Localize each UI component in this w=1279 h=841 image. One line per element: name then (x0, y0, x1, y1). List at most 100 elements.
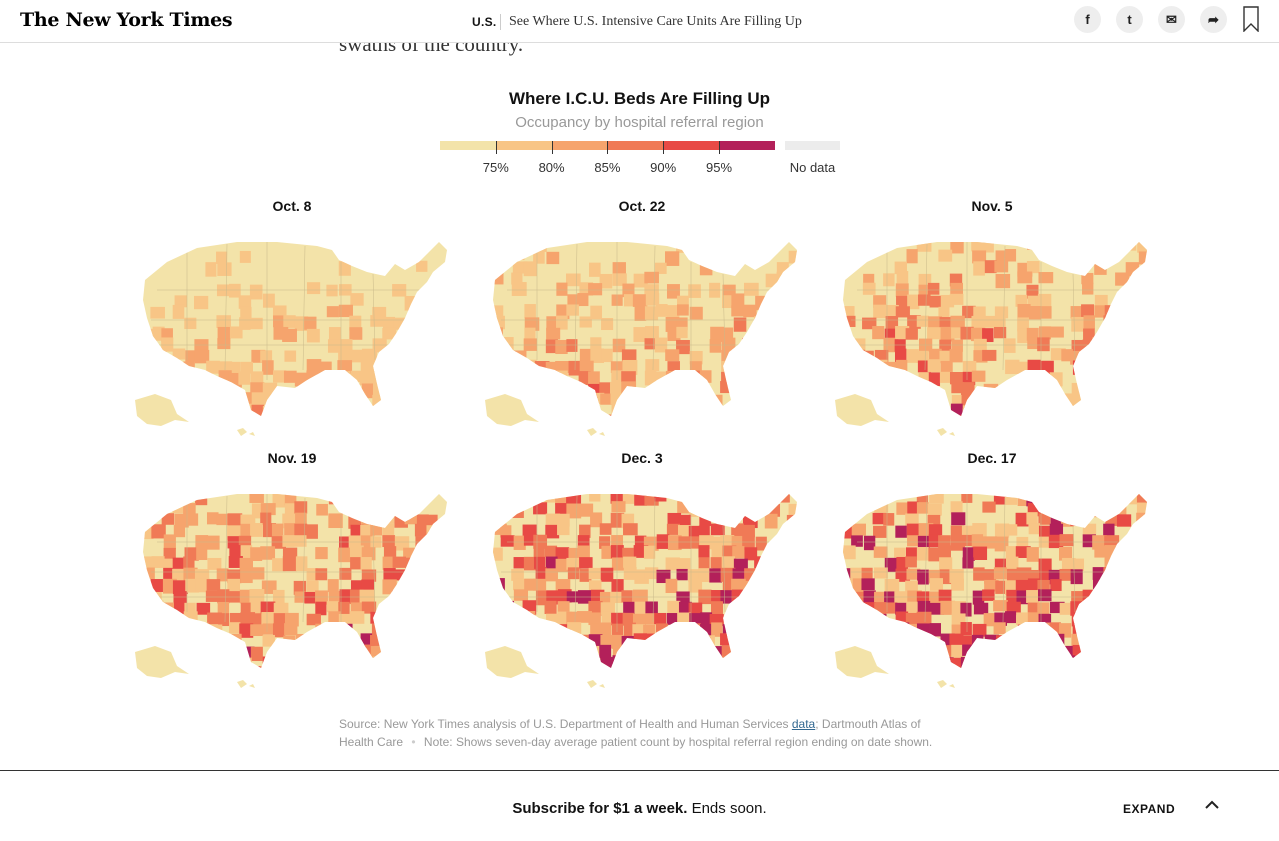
hrr-region (918, 294, 931, 306)
hrr-region (294, 372, 309, 387)
hrr-region (404, 372, 418, 385)
hrr-region (370, 634, 382, 646)
hrr-region (293, 394, 309, 409)
hrr-region (327, 646, 343, 662)
hrr-region (938, 249, 953, 262)
hrr-region (493, 305, 504, 321)
hrr-region (710, 523, 725, 536)
hrr-region (350, 370, 365, 383)
hrr-region (437, 646, 447, 659)
hrr-region (1070, 306, 1083, 319)
hrr-region (1038, 326, 1052, 340)
hrr-region (1103, 655, 1115, 667)
facebook-icon[interactable]: f (1074, 6, 1101, 33)
email-icon[interactable]: ✉ (1158, 6, 1185, 33)
hrr-region (512, 494, 525, 503)
hrr-region (676, 568, 688, 581)
hrr-region (676, 326, 688, 339)
hrr-region (404, 657, 416, 668)
hrr-region (493, 381, 505, 394)
hrr-region (250, 624, 264, 637)
hrr-region (348, 349, 364, 363)
hrr-region (448, 329, 457, 343)
hrr-region (206, 512, 219, 525)
hrr-region (776, 262, 789, 276)
hrr-region (1092, 381, 1106, 394)
hrr-region (777, 645, 792, 659)
hrr-region (884, 635, 898, 650)
hrr-region (788, 646, 797, 659)
hrr-region (240, 514, 256, 526)
chevron-up-icon[interactable] (1204, 797, 1220, 813)
hrr-region (623, 394, 637, 407)
hrr-region (414, 667, 426, 668)
hrr-region (338, 304, 353, 318)
hrr-region (1050, 326, 1064, 338)
subscribe-text[interactable]: Subscribe for $1 a week. Ends soon. (0, 800, 1279, 817)
hrr-region (316, 645, 328, 657)
hrr-region (894, 339, 906, 352)
hrr-region (905, 403, 919, 416)
hrr-region (798, 493, 807, 507)
hrr-region (993, 315, 1006, 330)
hrr-region (1104, 602, 1119, 617)
expand-button[interactable]: EXPAND (1123, 802, 1176, 816)
hrr-region (339, 536, 351, 552)
hrr-region (644, 271, 659, 284)
hrr-region (425, 612, 439, 627)
hrr-region (427, 569, 440, 582)
hrr-region (883, 273, 895, 287)
share-icon[interactable]: ➦ (1200, 6, 1227, 33)
hrr-region (743, 580, 757, 594)
legend-tick-label: 85% (594, 160, 621, 175)
hrr-region (240, 306, 252, 320)
hrr-region (916, 623, 930, 638)
hrr-region (239, 392, 253, 404)
hrr-region (711, 667, 726, 668)
hrr-region (720, 381, 732, 394)
hrr-region (676, 317, 688, 331)
hrr-region (1006, 589, 1019, 603)
bookmark-icon[interactable] (1243, 6, 1259, 32)
nyt-logo[interactable]: The New York Times (20, 9, 233, 31)
hrr-region (1126, 392, 1141, 407)
hrr-region (1026, 327, 1039, 341)
hrr-region (383, 546, 397, 560)
hrr-region (197, 668, 209, 680)
hrr-region (777, 494, 790, 503)
us-map (835, 494, 1147, 688)
hrr-region (425, 306, 440, 321)
hrr-region (534, 381, 549, 394)
hrr-region (787, 546, 797, 559)
map-panel: Oct. 22 (477, 198, 807, 442)
hrr-region (566, 405, 581, 416)
section-link[interactable]: U.S. (472, 15, 497, 29)
hrr-region (666, 644, 679, 656)
hrr-region (800, 372, 807, 385)
hrr-region (174, 295, 188, 308)
hrr-region (172, 304, 185, 319)
hrr-region (895, 622, 910, 635)
hrr-region (216, 568, 229, 582)
hrr-region (185, 350, 200, 362)
hrr-region (372, 383, 385, 397)
hrr-region (788, 634, 797, 648)
hrr-region (1104, 359, 1120, 374)
hrr-region (1115, 578, 1131, 593)
hrr-region (1082, 339, 1096, 354)
twitter-icon[interactable]: t (1116, 6, 1143, 33)
hrr-region (273, 602, 289, 615)
hrr-region (447, 655, 457, 669)
data-link[interactable]: data (791, 717, 816, 731)
hrr-region (143, 361, 153, 374)
hrr-region (271, 536, 286, 549)
hrr-region (677, 304, 689, 316)
hrr-region (906, 568, 921, 580)
hrr-region (1103, 611, 1118, 625)
hrr-region (533, 242, 547, 253)
hrr-region (1093, 349, 1106, 365)
hrr-region (579, 524, 591, 538)
hrr-region (950, 501, 963, 515)
hrr-region (710, 394, 723, 407)
hrr-region (843, 601, 854, 616)
